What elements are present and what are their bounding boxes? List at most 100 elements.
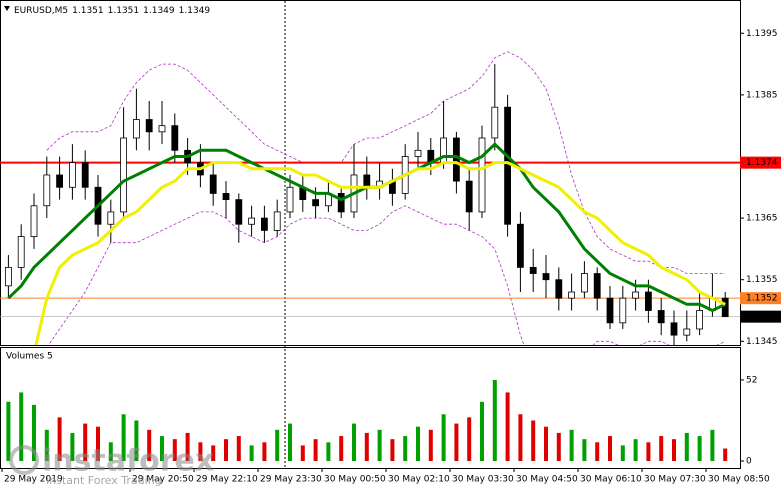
last-price-box (740, 310, 781, 323)
candle-body (683, 328, 691, 336)
volume-bar (96, 426, 100, 461)
candle-body (568, 291, 575, 299)
volume-bar (518, 414, 523, 461)
volume-bar (531, 420, 536, 461)
volume-bar (224, 439, 228, 461)
x-tick-label: 30 May 08:50 (708, 475, 770, 485)
candle-body (158, 125, 166, 133)
volume-bar (633, 439, 638, 461)
volume-bar (70, 432, 75, 461)
volume-bar (672, 439, 676, 461)
volume-title: Volumes 5 (6, 352, 53, 362)
volume-bar (275, 429, 280, 461)
candle-body (465, 180, 473, 213)
candle-body (171, 125, 179, 151)
x-tick-label: 30 May 06:10 (580, 475, 642, 485)
candle-body (657, 310, 665, 324)
volume-bar (147, 429, 152, 461)
volume-bar (326, 442, 331, 461)
volume-tick-label: 52 (746, 375, 757, 385)
candle-body (43, 174, 51, 207)
volume-bar (723, 448, 728, 461)
candle-body (69, 162, 76, 188)
volume-tick-label: 0 (746, 457, 752, 467)
level-box (740, 292, 781, 305)
volume-bar (467, 417, 472, 461)
volume-bar (608, 436, 612, 461)
candle-body (286, 186, 294, 213)
candle-body (581, 273, 588, 293)
price-pane (0, 0, 741, 346)
volume-bar (32, 404, 36, 461)
volume-bar (710, 429, 715, 461)
volume-bar (377, 429, 382, 461)
volume-bar (659, 436, 664, 461)
chart-header: EURUSD,M5 1.1351 1.1351 1.1349 1.1349 (14, 6, 210, 16)
volume-bar (6, 401, 11, 461)
candle-body (145, 119, 153, 133)
candle-body (696, 310, 703, 330)
header-arrow (4, 6, 10, 11)
volume-bar (108, 442, 113, 461)
volume-bar (134, 420, 139, 461)
candle-body (120, 137, 127, 213)
watermark-icon (9, 445, 39, 475)
volume-bar (172, 439, 177, 461)
candle-body (721, 297, 729, 318)
symbol: EURUSD,M5 (14, 6, 68, 16)
volume-bar (211, 445, 216, 461)
quote: 1.1351 (72, 6, 104, 16)
moving-average (34, 161, 726, 345)
candle-body (209, 174, 217, 194)
candle-body (414, 149, 422, 157)
x-tick-label: 30 May 02:10 (388, 475, 450, 485)
watermark-tagline: Instant Forex Trading (46, 474, 162, 487)
quote: 1.1351 (108, 6, 140, 16)
watermark: instaforex Instant Forex Trading (9, 444, 214, 487)
volume-pane (0, 347, 741, 469)
volume-bar (492, 379, 497, 461)
candle-body (337, 193, 345, 213)
y-tick-label: 1.1365 (746, 214, 778, 224)
candle-body (81, 162, 89, 188)
plot (0, 51, 740, 345)
candle-body (273, 211, 281, 231)
volume-bar (19, 392, 24, 461)
x-tick-label: 29 May 23:30 (260, 475, 322, 485)
volume-bar (620, 445, 625, 461)
volume-bar (288, 423, 292, 461)
y-tick-label: 1.1355 (746, 275, 778, 285)
volume-bar (441, 414, 446, 461)
candle-body (235, 199, 243, 225)
quote: 1.1349 (179, 6, 211, 16)
x-tick-label: 30 May 00:50 (324, 475, 386, 485)
candle-body (478, 137, 486, 213)
volume-bar (416, 426, 420, 461)
volume-bar (364, 432, 369, 461)
candle-body (30, 205, 38, 237)
candle-body (452, 137, 460, 182)
level-box (740, 156, 781, 169)
quote: 1.1349 (143, 6, 175, 16)
volume-plot (6, 379, 728, 461)
candle-body (56, 174, 63, 188)
candle-body (312, 199, 320, 207)
volume-bar (313, 439, 318, 461)
candle-body (504, 106, 512, 225)
volume-bar (428, 429, 433, 461)
volume-bar (300, 445, 305, 461)
volume-bar (160, 436, 164, 461)
candle-body (107, 211, 115, 225)
volume-bar (236, 436, 241, 461)
volume-bar (595, 442, 600, 461)
candle-body (17, 236, 25, 268)
candle-body (363, 174, 371, 188)
volume-bar (249, 445, 254, 461)
volume-bar (262, 442, 267, 461)
volume-bar (569, 429, 574, 461)
volume-bar (505, 392, 510, 461)
candle-body (132, 119, 140, 139)
candle-body (222, 193, 230, 201)
volume-bar (198, 442, 203, 461)
